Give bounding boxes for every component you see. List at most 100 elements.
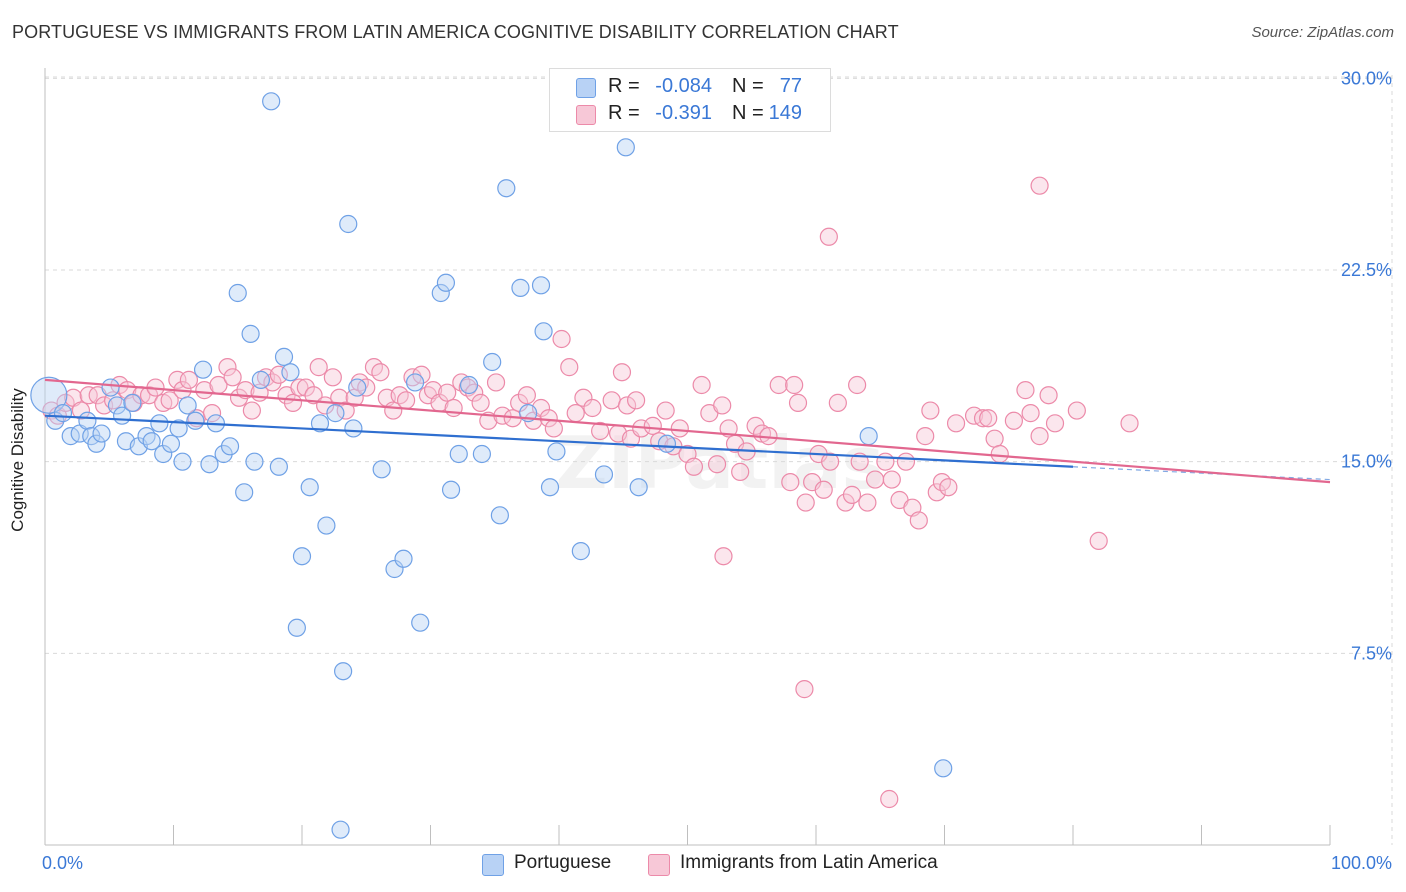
portuguese-point [281,363,300,382]
immigrant-point [179,370,199,389]
portuguese-point [200,455,219,474]
portuguese-trend-extension [1072,466,1331,481]
portuguese-point [547,442,566,461]
legend-n-label: N = [732,102,764,124]
immigrant-point [1089,531,1108,550]
immigrant-point [309,358,328,377]
portuguese-point [251,370,270,389]
immigrant-point [591,421,610,441]
portuguese-point [629,478,648,497]
portuguese-point [436,273,456,292]
immigrant-point [71,401,91,420]
legend-r-label: R = [608,102,640,124]
portuguese-point [101,378,120,397]
immigrant-point [1030,427,1049,446]
immigrant-point [731,462,750,481]
portuguese-point [300,478,319,497]
legend-swatch-blue [482,854,504,876]
immigrant-point [714,547,733,566]
immigrant-point [1045,414,1065,433]
portuguese-point [262,92,281,111]
portuguese-point [594,465,614,484]
immigrant-point [821,452,840,471]
x-tick-label: 100.0% [1331,853,1392,873]
immigrant-point [858,493,877,512]
portuguese-point [173,452,192,471]
immigrant-point [990,444,1009,464]
immigrant-point [909,511,928,530]
immigrant-point [304,386,323,405]
immigrant-point [195,381,214,400]
immigrant-point [719,419,738,438]
y-tick-label: 22.5% [1341,260,1392,280]
portuguese-point [274,347,294,366]
immigrant-point [1004,411,1023,430]
immigrant-point [927,483,946,502]
portuguese-point [310,414,330,433]
tick-labels: 7.5% 15.0% 22.5% 30.0% 0.0% 100.0% [42,68,1392,873]
immigrant-point [973,409,993,428]
immigrant-point [842,485,862,504]
immigrant-point [788,393,808,412]
immigrant-point [371,363,390,382]
legend-row-portuguese: R = -0.084 N = 77 [550,75,830,99]
portuguese-point [123,393,142,412]
immigrant-point [769,375,788,395]
immigrant-point [985,429,1004,448]
series-portuguese-points [30,92,953,839]
immigrant-point [566,404,585,423]
immigrant-point [796,493,815,512]
portuguese-point [441,480,461,499]
legend-n-label: N = [732,75,764,97]
portuguese-point [859,427,878,446]
immigrant-point [471,393,490,412]
portuguese-point [186,411,205,430]
portuguese-point [87,434,106,453]
portuguese-point [405,373,425,392]
immigrant-point [574,388,593,407]
portuguese-point [497,179,516,198]
portuguese-point [228,283,247,303]
immigrant-point [95,396,114,415]
portuguese-point [934,759,953,778]
immigrant-point [323,368,342,387]
portuguese-point [344,419,363,438]
immigrant-point [1030,176,1049,195]
immigrant-point [876,452,895,471]
legend-swatch-blue [576,78,596,98]
immigrant-point [670,419,689,438]
portuguese-point [292,547,312,566]
portuguese-point [169,419,188,438]
immigrant-point [269,365,288,384]
immigrant-point [684,457,704,476]
immigrant-point [896,452,916,471]
source-credit: Source: ZipAtlas.com [1251,24,1394,41]
immigrant-point [510,393,529,412]
portuguese-point [178,396,197,415]
immigrant-point [396,391,416,410]
portuguese-point [137,427,156,446]
x-tick-label: 0.0% [42,853,83,873]
portuguese-point [540,478,560,497]
legend-label-immigrants: Immigrants from Latin America [680,852,938,873]
portuguese-point [53,404,73,423]
portuguese-point [490,506,509,525]
immigrant-point [223,368,242,387]
immigrant-point [866,470,885,489]
immigrant-point [819,227,838,246]
legend-r-label: R = [608,75,640,97]
portuguese-point [287,618,306,637]
immigrant-point [707,455,727,474]
immigrant-point [218,358,237,377]
portuguese-point [269,457,288,476]
immigrant-point [486,373,506,392]
portuguese-point [411,613,430,632]
immigrant-point [160,391,179,410]
portuguese-point [472,444,491,464]
portuguese-point [372,460,391,479]
portuguese-point [339,214,358,234]
portuguese-point [235,483,254,502]
immigrant-point [880,789,899,809]
immigrant-point [618,396,637,415]
